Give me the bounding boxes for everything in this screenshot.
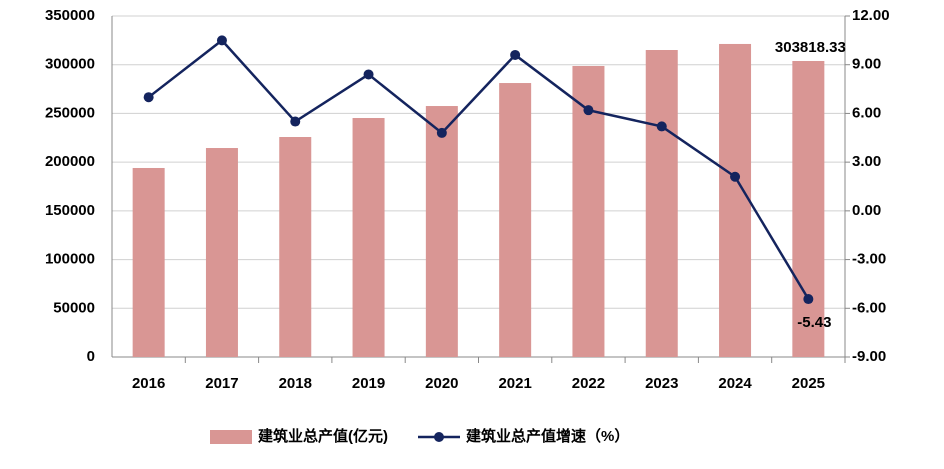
- data-label: -5.43: [797, 314, 831, 331]
- x-tick-label: 2019: [352, 375, 385, 392]
- legend-swatch: [210, 430, 252, 444]
- y-tick-label: 300000: [45, 56, 95, 73]
- y-tick-label: 100000: [45, 251, 95, 268]
- legend-label: 建筑业总产值(亿元): [258, 427, 388, 445]
- line-marker: [583, 105, 594, 116]
- x-tick-label: 2021: [498, 375, 531, 392]
- y2-tick-label: 6.00: [852, 104, 881, 121]
- y-tick-label: 150000: [45, 202, 95, 219]
- x-tick-label: 2022: [572, 375, 605, 392]
- y2-tick-label: -3.00: [852, 251, 886, 268]
- x-tick-label: 2023: [645, 375, 678, 392]
- line-marker: [290, 116, 301, 127]
- y-tick-label: 200000: [45, 153, 95, 170]
- y2-tick-label: 12.00: [852, 7, 890, 24]
- line-marker: [143, 92, 154, 103]
- bar: [132, 167, 165, 357]
- x-tick-label: 2025: [792, 375, 825, 392]
- bar: [205, 148, 238, 357]
- y-tick-label: 50000: [53, 299, 95, 316]
- y-tick-label: 0: [87, 348, 95, 365]
- y2-tick-label: 9.00: [852, 56, 881, 73]
- bar: [499, 83, 532, 358]
- y2-tick-label: -9.00: [852, 348, 886, 365]
- line-marker: [436, 127, 447, 138]
- legend-swatch: [434, 432, 444, 442]
- bar: [425, 106, 458, 357]
- line-marker: [510, 49, 521, 60]
- legend-label: 建筑业总产值增速（%）: [466, 427, 629, 445]
- data-label: 303818.33: [775, 39, 846, 56]
- bar: [792, 60, 825, 357]
- y2-tick-label: 3.00: [852, 153, 881, 170]
- line-marker: [730, 171, 741, 182]
- y2-tick-label: -6.00: [852, 299, 886, 316]
- line-marker: [656, 121, 667, 132]
- x-tick-label: 2020: [425, 375, 458, 392]
- bar: [352, 118, 385, 357]
- x-tick-label: 2024: [718, 375, 752, 392]
- x-tick-label: 2017: [205, 375, 238, 392]
- y2-tick-label: 0.00: [852, 202, 881, 219]
- y-tick-label: 350000: [45, 7, 95, 24]
- line-marker: [363, 69, 374, 80]
- bar: [279, 137, 312, 357]
- line-marker: [803, 294, 814, 305]
- line-marker: [216, 35, 227, 46]
- x-tick-label: 2018: [279, 375, 312, 392]
- bar: [719, 43, 752, 357]
- line: [147, 38, 810, 300]
- y-tick-label: 250000: [45, 104, 95, 121]
- bar: [645, 50, 678, 358]
- x-tick-label: 2016: [132, 375, 165, 392]
